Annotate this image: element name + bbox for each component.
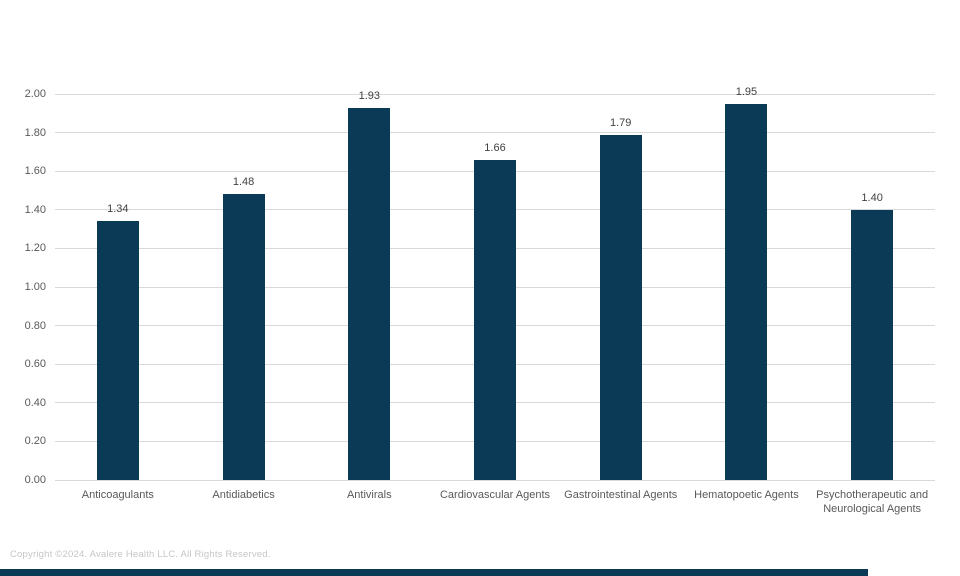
- x-axis-category-label: Anticoagulants: [81, 489, 154, 501]
- bar-value-label: 1.48: [232, 176, 255, 189]
- y-axis-tick-label: 1.20: [24, 242, 46, 255]
- bar-value-label: 1.40: [861, 191, 883, 204]
- bar-value-label: 1.34: [107, 203, 129, 216]
- bar: [474, 159, 516, 480]
- y-axis-tick-label: 0.40: [24, 396, 46, 409]
- bar-value-label: 1.93: [358, 89, 380, 102]
- bar: [222, 194, 265, 480]
- bar: [348, 107, 391, 480]
- x-axis-category-label: Antidiabetics: [212, 489, 275, 501]
- y-axis-tick-label: 0.20: [24, 435, 46, 448]
- bar: [725, 103, 768, 480]
- bar-value-label: 1.95: [735, 85, 758, 98]
- y-axis-tick-label: 1.60: [24, 165, 46, 178]
- bar: [851, 209, 894, 480]
- y-axis-tick-label: 1.80: [24, 126, 46, 139]
- bar: [96, 221, 139, 480]
- y-axis-tick-label: 0.00: [24, 474, 46, 486]
- bar-value-label: 1.79: [609, 116, 632, 129]
- x-axis-category-label: Gastrointestinal Agents: [564, 489, 678, 501]
- gridline: [55, 479, 935, 481]
- footer-accent-bar: [0, 569, 868, 576]
- bar: [599, 134, 642, 480]
- y-axis-tick-label: 2.00: [24, 88, 46, 100]
- gridline: [55, 132, 935, 134]
- copyright-text: Copyright ©2024. Avalere Health LLC. All…: [10, 549, 271, 560]
- y-axis-tick-label: 1.00: [24, 281, 46, 293]
- x-axis-category-label: Hematopoetic Agents: [694, 489, 799, 501]
- x-axis-category-label: Cardiovascular Agents: [439, 489, 551, 501]
- gridline: [55, 93, 935, 95]
- x-axis-category-label: Psychotherapeutic and Neurological Agent…: [816, 489, 929, 515]
- y-axis-tick-label: 0.60: [24, 358, 46, 371]
- x-axis-category-label: Antivirals: [346, 489, 392, 501]
- y-axis-tick-label: 0.80: [24, 319, 46, 332]
- y-axis-tick-label: 1.40: [24, 203, 46, 216]
- bar-value-label: 1.66: [484, 141, 506, 154]
